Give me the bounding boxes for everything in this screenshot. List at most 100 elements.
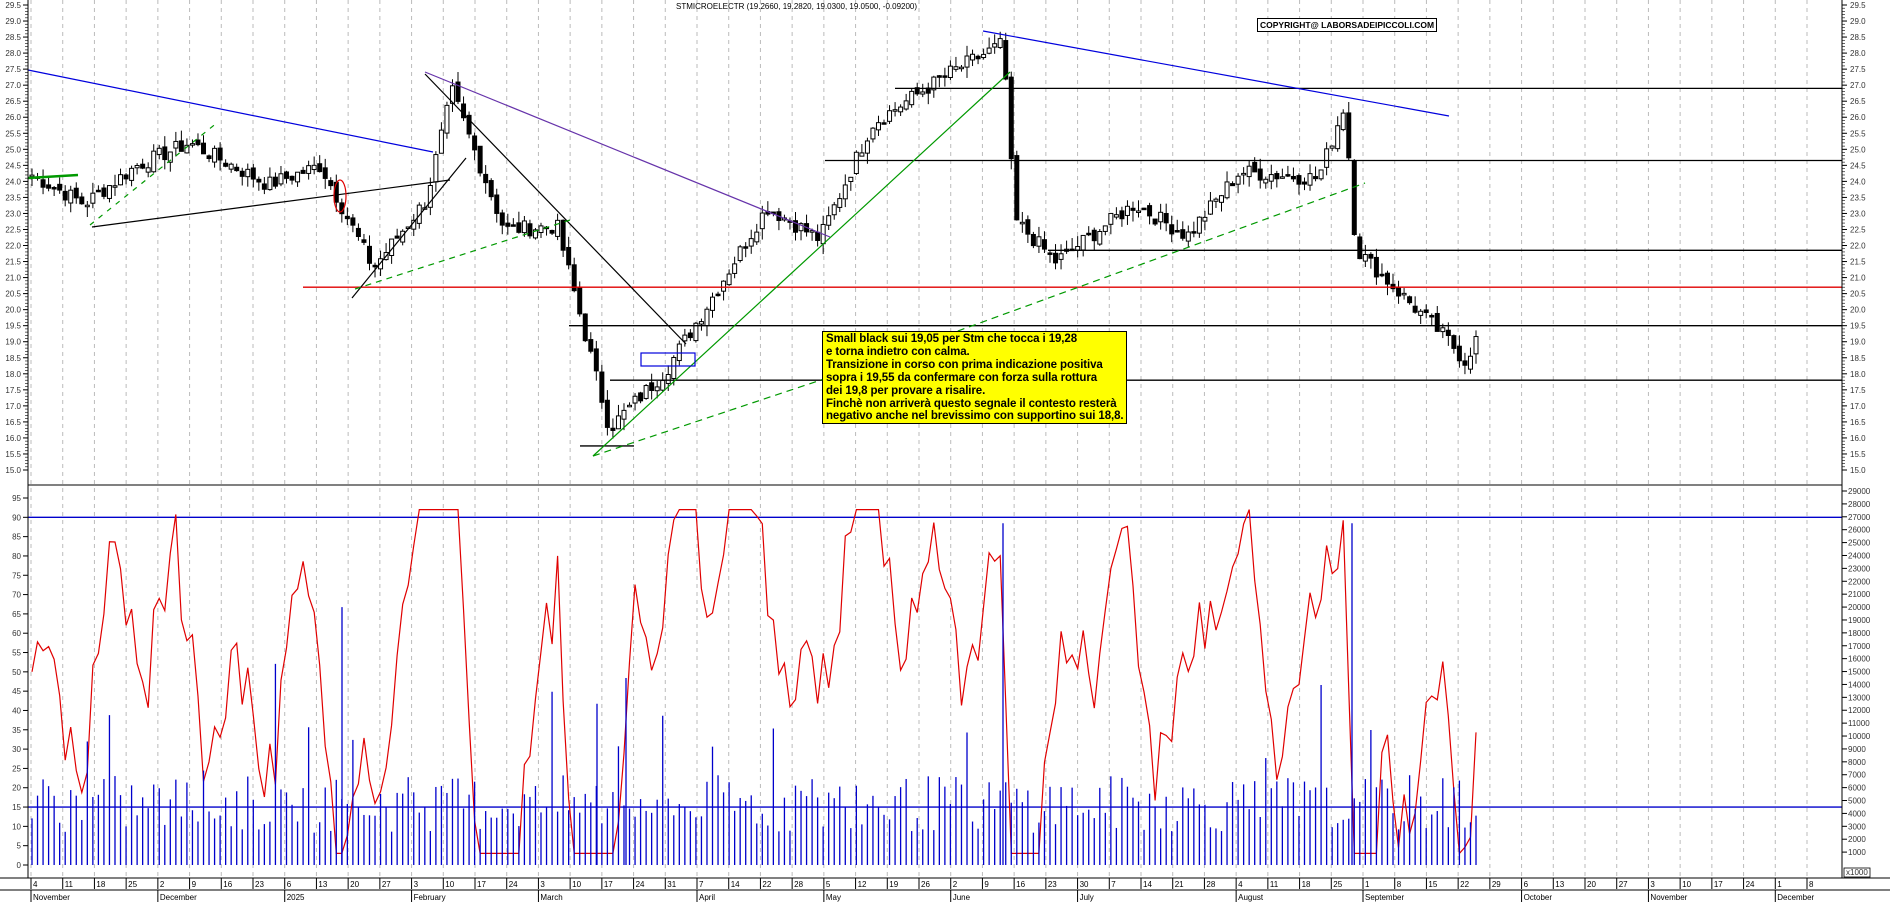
trendline [27, 69, 434, 153]
candlestick [123, 174, 129, 180]
price-tick-label: 26.0 [1850, 113, 1866, 122]
candlestick [106, 185, 112, 199]
candlestick [1130, 207, 1136, 211]
candlestick [466, 114, 472, 135]
candlestick [698, 321, 704, 325]
date-tick-label: 7 [699, 880, 704, 889]
volume-tick-label: 5000 [1848, 797, 1866, 806]
volume-tick-label: 22000 [1848, 577, 1871, 586]
price-tick-label: 17.0 [5, 402, 21, 411]
candlestick [1152, 218, 1158, 225]
candlestick [1141, 207, 1147, 211]
candlestick [499, 212, 505, 226]
candlestick [46, 184, 52, 189]
trendline [592, 71, 1011, 457]
candlestick [1440, 327, 1446, 333]
month-label: December [160, 893, 197, 902]
date-tick-label: 25 [128, 880, 137, 889]
candlestick [245, 168, 251, 178]
price-tick-label: 15.5 [5, 450, 21, 459]
candlestick [1180, 229, 1186, 239]
date-tick-label: 24 [1746, 880, 1755, 889]
date-tick-label: 2 [953, 880, 958, 889]
candlestick [73, 187, 79, 199]
candlestick [693, 322, 699, 342]
candlestick [433, 154, 439, 183]
candlestick [477, 145, 483, 174]
candlestick [1473, 336, 1479, 355]
candlestick [920, 91, 926, 95]
candlestick [538, 225, 544, 234]
candlestick [455, 81, 461, 102]
price-tick-label: 15.0 [1850, 466, 1866, 475]
candlestick [1102, 225, 1108, 232]
candlestick [936, 75, 942, 78]
copyright-label: COPYRIGHT@ LABORSADEIPICCOLI.COM [1257, 18, 1438, 32]
candlestick [201, 142, 207, 155]
price-tick-label: 25.0 [5, 145, 21, 154]
candlestick [1412, 305, 1418, 313]
candlestick [1124, 205, 1130, 216]
price-tick-label: 23.5 [5, 193, 21, 202]
candlestick [1329, 145, 1335, 149]
date-tick-label: 10 [445, 880, 454, 889]
candlestick [1456, 345, 1462, 362]
candlestick [1202, 216, 1208, 222]
candlestick [754, 231, 760, 243]
price-tick-label: 29.5 [1850, 1, 1866, 10]
candlestick [1241, 172, 1247, 176]
candlestick [992, 43, 998, 48]
volume-tick-label: 7000 [1848, 771, 1866, 780]
candlestick [527, 223, 533, 237]
trendline [424, 71, 831, 238]
candlestick [189, 143, 195, 146]
candlestick [660, 380, 666, 391]
candlestick [1158, 211, 1164, 223]
candlestick [947, 65, 953, 78]
candlestick [151, 150, 157, 173]
candlestick [173, 140, 179, 149]
candlestick [1324, 148, 1330, 168]
volume-tick-label: 23000 [1848, 564, 1871, 573]
candlestick [239, 170, 245, 177]
candlestick [1030, 233, 1036, 247]
oscillator-line [31, 509, 1477, 855]
price-tick-label: 23.0 [1850, 209, 1866, 218]
trendline [89, 121, 219, 226]
candlestick [914, 87, 920, 95]
month-label: June [953, 893, 971, 902]
month-label: March [540, 893, 562, 902]
candlestick [1019, 221, 1025, 225]
candlestick [1373, 256, 1379, 278]
date-tick-label: 18 [96, 880, 105, 889]
candlestick [1025, 219, 1031, 235]
candlestick [809, 230, 815, 233]
grid-lines [30, 0, 1808, 878]
note-line: Transizione in corso con prima indicazio… [826, 358, 1103, 371]
price-tick-label: 18.0 [5, 370, 21, 379]
candlestick [1036, 236, 1042, 247]
candlestick [322, 167, 328, 179]
candlestick [95, 189, 101, 193]
candlestick [864, 140, 870, 154]
volume-tick-label: 18000 [1848, 629, 1871, 638]
oscillator-tick-label: 90 [12, 513, 21, 522]
month-label: November [1650, 893, 1687, 902]
candlestick [1185, 231, 1191, 242]
candlestick [1097, 231, 1103, 245]
price-tick-label: 27.0 [5, 81, 21, 90]
candlestick [1407, 296, 1413, 304]
candlestick [472, 135, 478, 151]
oscillator-tick-label: 65 [12, 610, 21, 619]
volume-tick-label: 27000 [1848, 513, 1871, 522]
date-tick-label: 13 [318, 880, 327, 889]
candlestick [317, 163, 323, 173]
highlight-ellipse [333, 179, 347, 213]
candlestick [1401, 292, 1407, 296]
candlestick [278, 173, 284, 185]
price-tick-label: 28.5 [5, 33, 21, 42]
oscillator-tick-label: 85 [12, 533, 21, 542]
candlestick [256, 178, 262, 183]
date-tick-label: 14 [731, 880, 740, 889]
analysis-note: Small black sui 19,05 per Stm che tocca … [822, 331, 1127, 424]
